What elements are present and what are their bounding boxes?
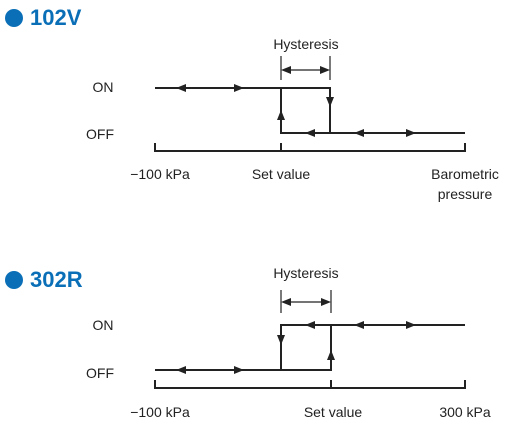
axis-label: Barometric pressure	[431, 166, 499, 202]
hysteresis-label: Hysteresis	[273, 265, 339, 281]
axis-label: 300 kPa	[439, 404, 491, 420]
axis-label: Set value	[303, 404, 363, 420]
arrowhead	[281, 298, 291, 306]
arrowhead	[305, 321, 315, 329]
arrowhead	[406, 321, 416, 329]
on-label: ON	[92, 79, 114, 95]
arrowhead	[320, 66, 330, 74]
arrowhead	[277, 110, 285, 120]
arrowhead	[176, 366, 186, 374]
diagram-302r	[154, 290, 466, 389]
bullet	[5, 271, 23, 289]
hysteresis-label: Hysteresis	[273, 36, 339, 52]
on-line	[155, 87, 331, 133]
off-label: OFF	[86, 365, 114, 381]
bullet	[5, 9, 23, 27]
arrowhead	[305, 129, 315, 137]
arrowhead	[354, 129, 364, 137]
off-line	[155, 325, 332, 371]
on-line	[280, 324, 465, 370]
axis-label: −100 kPa	[130, 166, 190, 182]
off-line	[280, 88, 465, 134]
arrowhead	[176, 84, 186, 92]
arrowhead	[354, 321, 364, 329]
arrowhead	[321, 298, 331, 306]
axis-label: Set value	[251, 166, 311, 182]
arrowhead	[277, 335, 285, 345]
off-label: OFF	[86, 126, 114, 142]
arrowhead	[234, 366, 244, 374]
on-label: ON	[92, 317, 114, 333]
axis	[154, 143, 466, 152]
diagram-102v	[154, 56, 466, 152]
arrowhead	[234, 84, 244, 92]
arrowhead	[281, 66, 291, 74]
axis-label: −100 kPa	[130, 404, 190, 420]
arrowhead	[327, 350, 335, 360]
arrowhead	[326, 97, 334, 107]
axis	[154, 380, 466, 389]
arrowhead	[406, 129, 416, 137]
section-title: 302R	[30, 267, 83, 292]
section-title: 102V	[30, 5, 82, 30]
